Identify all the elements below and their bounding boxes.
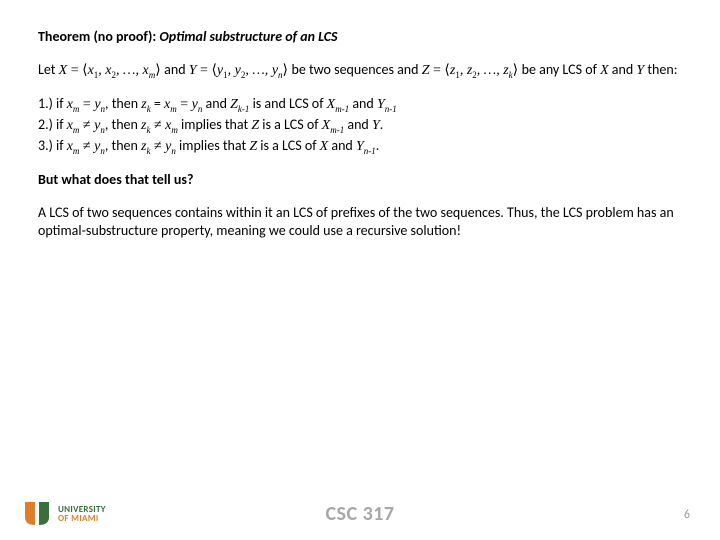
theorem-title: Theorem (no proof): Optimal substructure…: [38, 28, 682, 47]
explanation-text: A LCS of two sequences contains within i…: [38, 204, 682, 242]
tail-text: be any LCS of: [522, 61, 600, 78]
seq-y: Y = ⟨y1, y2, …, yn⟩: [189, 63, 292, 78]
question-text: But what does that tell us?: [38, 171, 682, 190]
course-code: CSC 317: [325, 502, 394, 526]
condition-3: 3.) if xm ≠ yn, then zk ≠ yn implies tha…: [38, 137, 682, 157]
seq-z: Z = ⟨z1, z2, …, zk⟩: [422, 63, 522, 78]
condition-2: 2.) if xm ≠ yn, then zk ≠ xm implies tha…: [38, 116, 682, 136]
seq-x: X = ⟨x1, x2, …, xm⟩: [59, 63, 165, 78]
let-word: Let: [38, 61, 59, 78]
title-emph: Optimal substructure of an LCS: [159, 28, 337, 45]
slide-content: Theorem (no proof): Optimal substructure…: [0, 0, 720, 241]
footer: CSC 317: [0, 502, 720, 526]
page-number: 6: [684, 508, 690, 522]
title-prefix: Theorem (no proof):: [38, 28, 159, 45]
conditions: 1.) if xm = yn, then zk = xm = yn and Zk…: [38, 95, 682, 157]
let-block: Let X = ⟨x1, x2, …, xm⟩ and Y = ⟨y1, y2,…: [38, 61, 682, 81]
condition-1: 1.) if xm = yn, then zk = xm = yn and Zk…: [38, 95, 682, 115]
mid-text: be two sequences and: [292, 61, 422, 78]
and1: and: [164, 61, 189, 78]
